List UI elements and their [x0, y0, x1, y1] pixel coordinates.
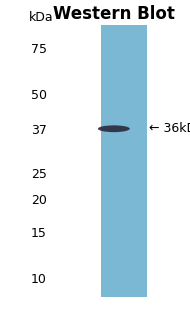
- Ellipse shape: [98, 125, 130, 132]
- Text: ← 36kDa: ← 36kDa: [149, 122, 190, 135]
- Bar: [101, 25, 147, 297]
- Text: Western Blot: Western Blot: [53, 5, 175, 23]
- Text: kDa: kDa: [28, 11, 53, 23]
